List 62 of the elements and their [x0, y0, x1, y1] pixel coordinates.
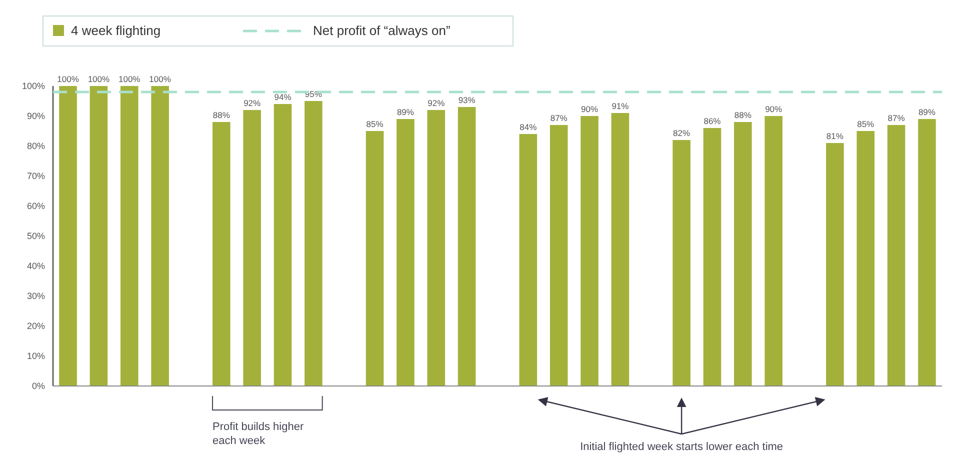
y-tick-label: 100%	[22, 81, 45, 92]
bar	[887, 125, 906, 386]
legend-label: 4 week flighting	[71, 23, 161, 38]
bar	[120, 86, 138, 386]
text: 100%	[57, 74, 79, 84]
text: 100%	[118, 74, 140, 84]
bar	[918, 119, 936, 386]
bar	[550, 125, 568, 386]
bar	[826, 143, 844, 386]
bar	[274, 104, 292, 386]
y-tick-label: 20%	[26, 321, 45, 332]
text: 89%	[396, 107, 414, 117]
text: Initial flighted week starts lower each time	[580, 441, 784, 453]
text: 87%	[888, 113, 905, 123]
bar	[672, 140, 690, 386]
text: 89%	[918, 107, 936, 117]
text: 92%	[428, 98, 445, 108]
text: 88%	[212, 110, 230, 120]
bar	[764, 116, 782, 386]
bar	[458, 107, 476, 386]
y-tick-label: 70%	[26, 171, 45, 182]
bar	[611, 113, 630, 386]
y-tick-label: 30%	[26, 291, 45, 302]
text: 81%	[826, 131, 844, 141]
y-tick-label: 50%	[26, 231, 45, 242]
bar	[59, 86, 77, 386]
y-tick-label: 0%	[32, 381, 45, 392]
legend-label: Net profit of “always on”	[313, 23, 450, 38]
text: 94%	[274, 92, 292, 102]
y-tick-label: 60%	[26, 201, 45, 212]
bar	[90, 86, 108, 386]
y-tick-label: 40%	[26, 261, 45, 272]
y-tick-label: 80%	[26, 141, 45, 152]
bar	[212, 122, 230, 386]
text: 88%	[734, 110, 752, 120]
bar	[703, 128, 722, 386]
bar	[519, 134, 538, 386]
text: 82%	[673, 128, 690, 138]
text: 92%	[244, 98, 261, 108]
bar	[396, 119, 414, 386]
text: 86%	[704, 116, 721, 126]
bar	[734, 122, 752, 386]
bar	[580, 116, 598, 386]
bar	[243, 110, 261, 386]
y-tick-label: 10%	[26, 351, 45, 362]
text: 85%	[366, 119, 384, 129]
bar	[151, 86, 169, 386]
text: 90%	[765, 104, 782, 114]
bar	[304, 101, 322, 386]
bar	[427, 110, 446, 386]
text: 100%	[149, 74, 171, 84]
text: 93%	[458, 95, 476, 105]
text: 87%	[550, 113, 568, 123]
bar	[366, 131, 384, 386]
text: Profit builds higher each week	[212, 421, 304, 447]
text: 91%	[612, 101, 629, 111]
text: 84%	[520, 122, 537, 132]
text: 100%	[88, 74, 110, 84]
bar	[856, 131, 875, 386]
y-tick-label: 90%	[26, 111, 45, 122]
text: 85%	[857, 119, 874, 129]
text: 90%	[581, 104, 598, 114]
